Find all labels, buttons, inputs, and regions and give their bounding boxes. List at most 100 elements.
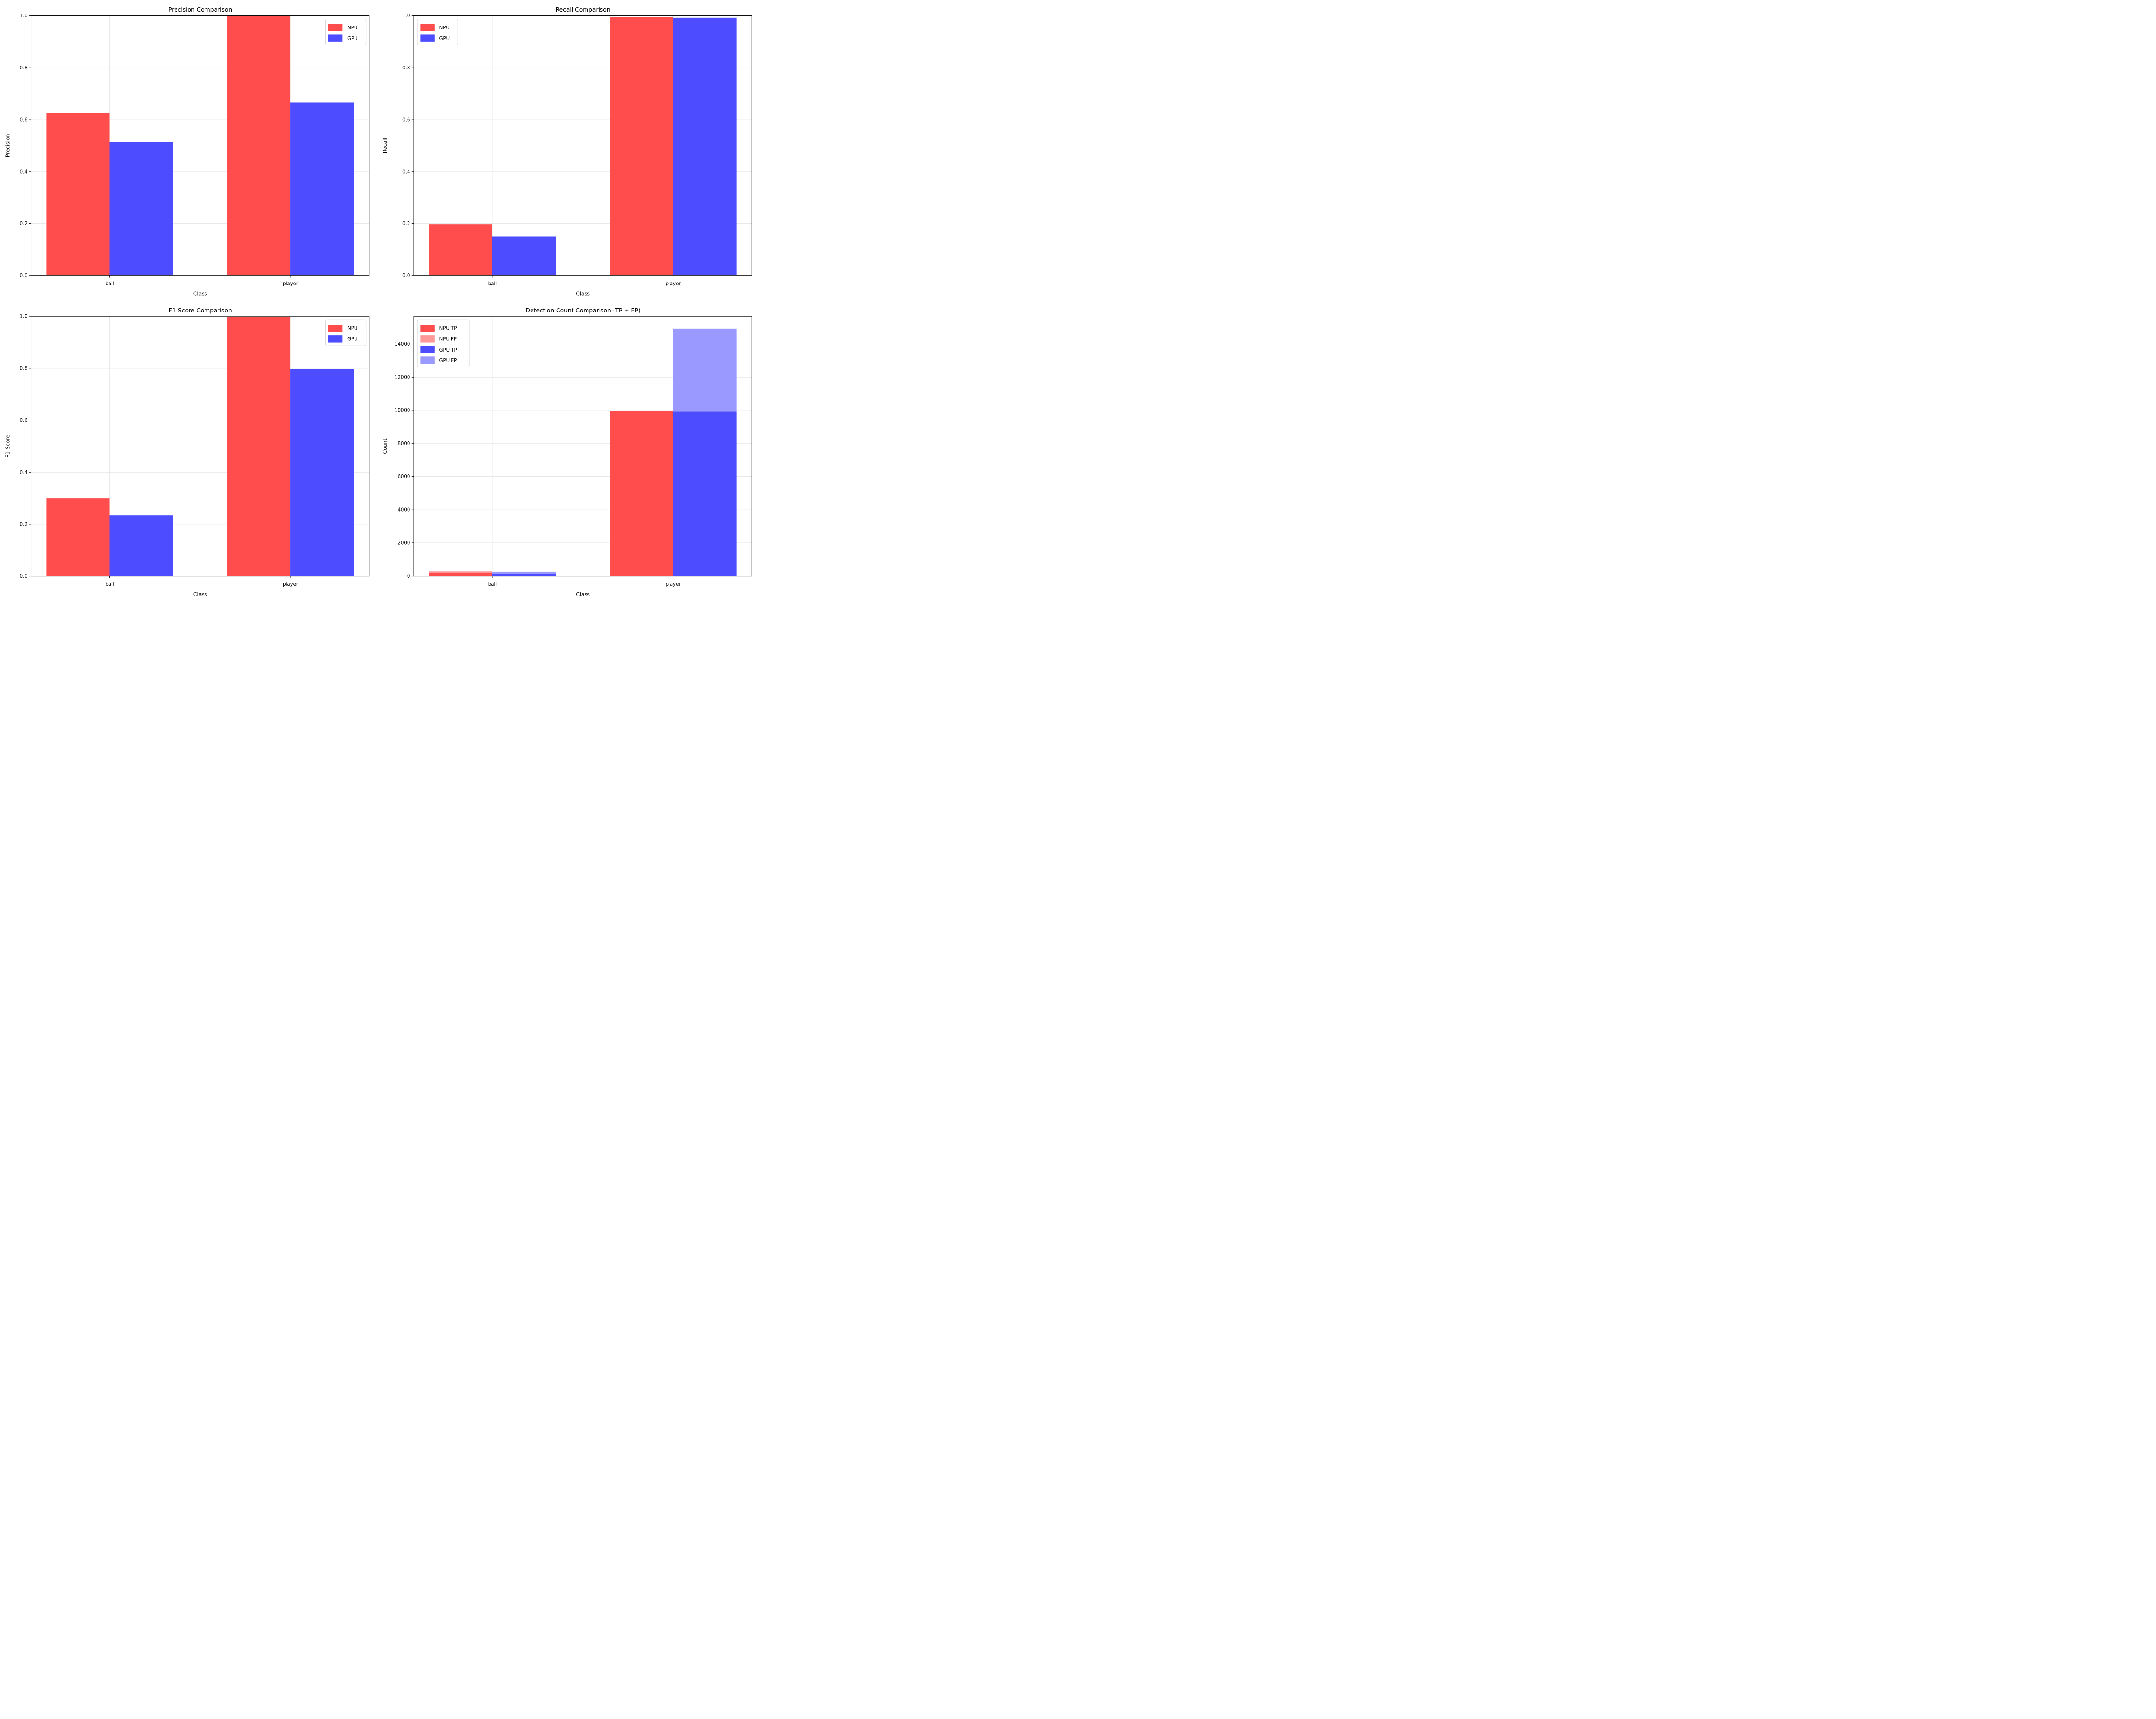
legend-swatch-gpu — [420, 34, 435, 42]
bar-gpu-fp-player — [673, 328, 737, 412]
x-tick-label: player — [666, 582, 682, 587]
bar-npu-tp-ball — [429, 573, 492, 576]
y-tick-label: 14000 — [395, 342, 410, 347]
y-axis-label: F1-Score — [5, 434, 11, 458]
bar-gpu-player — [290, 369, 354, 576]
x-tick-label: player — [283, 582, 299, 587]
chart-title: Detection Count Comparison (TP + FP) — [526, 307, 641, 314]
precision-chart: Precision Comparison Class Precision 0.0… — [5, 6, 370, 297]
legend-label: NPU FP — [439, 337, 457, 342]
legend: NPU GPU — [325, 19, 367, 46]
y-tick-label: 0.2 — [20, 522, 27, 527]
x-axis-label: Class — [576, 291, 590, 297]
x-axis-label: Class — [576, 591, 590, 597]
x-axis-label: Class — [193, 591, 207, 597]
chart-title: F1-Score Comparison — [169, 307, 232, 314]
axes-frame — [413, 15, 752, 276]
y-tick-label: 0.2 — [20, 221, 27, 227]
axes-frame — [413, 316, 752, 577]
y-tick-label: 0.0 — [20, 574, 27, 579]
bar-gpu-fp-ball — [492, 571, 556, 574]
legend-label: NPU — [347, 26, 357, 31]
y-tick-label: 6000 — [397, 474, 410, 480]
legend-swatch-npu — [420, 24, 435, 31]
bar-gpu-ball — [109, 142, 173, 276]
y-tick-label: 0.4 — [20, 470, 27, 475]
y-tick-label: 1.0 — [402, 14, 410, 19]
y-tick-label: 0.2 — [402, 221, 410, 227]
y-tick-label: 2000 — [397, 541, 410, 546]
legend-swatch-npu-fp — [420, 335, 435, 343]
legend: NPU TP NPU FP GPU TP GPU FP — [417, 319, 470, 367]
y-axis-label: Count — [382, 438, 388, 454]
legend-swatch-gpu — [328, 34, 343, 42]
legend-label: GPU TP — [439, 348, 457, 353]
x-tick-label: ball — [488, 282, 497, 287]
bar-npu-ball — [46, 113, 110, 276]
bar-gpu-player — [673, 17, 737, 276]
legend-label: GPU — [347, 337, 357, 342]
y-tick-label: 0.8 — [402, 66, 410, 71]
legend: NPU GPU — [417, 19, 458, 46]
y-tick-label: 12000 — [395, 375, 410, 380]
legend-label: GPU — [439, 36, 450, 41]
y-tick-label: 0.8 — [20, 66, 27, 71]
x-axis-label: Class — [193, 291, 207, 297]
bar-npu-player — [227, 15, 291, 276]
y-tick-label: 0.6 — [402, 118, 410, 123]
x-tick-label: player — [283, 282, 299, 287]
y-tick-label: 0.4 — [402, 169, 410, 175]
x-tick-label: ball — [488, 582, 497, 587]
bar-npu-fp-ball — [429, 571, 492, 573]
y-tick-label: 0 — [407, 574, 410, 579]
bar-gpu-ball — [492, 236, 556, 276]
legend-swatch-gpu-tp — [420, 346, 435, 353]
legend-swatch-gpu — [328, 335, 343, 343]
axes-frame — [31, 15, 370, 276]
detection-count-chart: Detection Count Comparison (TP + FP) Cla… — [382, 307, 752, 597]
y-tick-label: 8000 — [397, 441, 410, 447]
y-tick-label: 4000 — [397, 508, 410, 513]
legend-swatch-npu — [328, 325, 343, 332]
x-tick-label: player — [666, 282, 682, 287]
y-tick-label: 0.6 — [20, 418, 27, 423]
bars — [429, 17, 737, 276]
figure: Precision Comparison Class Precision 0.0… — [0, 0, 756, 603]
y-tick-label: 0.8 — [20, 366, 27, 371]
chart-title: Recall Comparison — [556, 6, 611, 13]
chart-title: Precision Comparison — [168, 6, 232, 13]
y-tick-label: 0.0 — [20, 273, 27, 279]
axes-frame — [31, 316, 370, 577]
legend-label: GPU — [347, 36, 357, 41]
bar-gpu-player — [290, 102, 354, 276]
legend-swatch-npu-tp — [420, 325, 435, 332]
bars — [46, 15, 354, 276]
legend: NPU GPU — [325, 319, 367, 346]
y-axis-label: Precision — [5, 134, 11, 157]
bar-npu-tp-player — [610, 411, 673, 576]
y-axis-label: Recall — [382, 138, 388, 153]
bar-gpu-tp-ball — [492, 574, 556, 576]
bars — [46, 317, 354, 576]
y-tick-label: 1.0 — [20, 14, 27, 19]
legend-label: NPU — [347, 326, 357, 332]
f1-score-chart: F1-Score Comparison Class F1-Score 0.0 0.… — [5, 307, 370, 597]
bar-npu-player — [610, 17, 673, 276]
y-tick-label: 1.0 — [20, 314, 27, 320]
y-tick-label: 0.4 — [20, 169, 27, 175]
bar-npu-player — [227, 317, 291, 576]
y-tick-label: 10000 — [395, 408, 410, 413]
bar-npu-ball — [46, 498, 110, 576]
bar-npu-ball — [429, 224, 492, 276]
legend-swatch-npu — [328, 24, 343, 31]
legend-swatch-gpu-fp — [420, 356, 435, 364]
legend-label: GPU FP — [439, 358, 457, 364]
y-tick-label: 0.6 — [20, 118, 27, 123]
x-tick-label: ball — [105, 282, 114, 287]
legend-label: NPU — [439, 26, 450, 31]
recall-chart: Recall Comparison Class Recall 0.0 0.2 0.4… — [382, 6, 752, 297]
legend-label: NPU TP — [439, 326, 457, 332]
y-tick-label: 0.0 — [402, 273, 410, 279]
bar-gpu-ball — [109, 515, 173, 576]
bars — [429, 328, 737, 576]
